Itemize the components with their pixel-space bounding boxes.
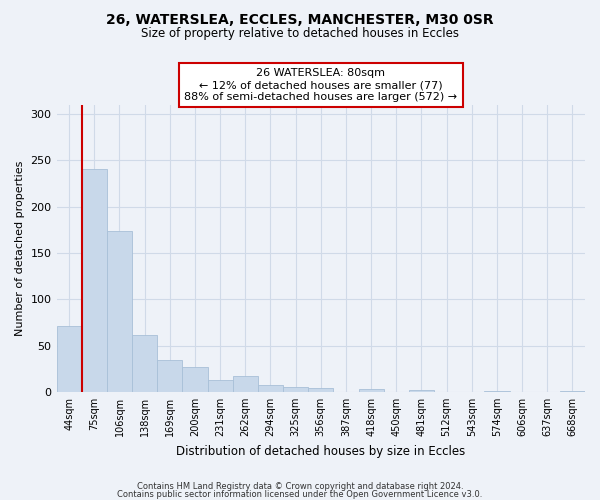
X-axis label: Distribution of detached houses by size in Eccles: Distribution of detached houses by size … (176, 444, 466, 458)
Bar (359, 389, 383, 392)
Bar (107, 230, 132, 392)
Bar (560, 391, 585, 392)
Bar (484, 391, 509, 392)
Bar (409, 390, 434, 392)
Bar (308, 388, 334, 392)
Bar (283, 388, 308, 392)
Bar (208, 380, 233, 392)
Bar (132, 336, 157, 392)
Bar (182, 367, 208, 392)
Text: 26 WATERSLEA: 80sqm
← 12% of detached houses are smaller (77)
88% of semi-detach: 26 WATERSLEA: 80sqm ← 12% of detached ho… (184, 68, 457, 102)
Text: 26, WATERSLEA, ECCLES, MANCHESTER, M30 0SR: 26, WATERSLEA, ECCLES, MANCHESTER, M30 0… (106, 12, 494, 26)
Bar (258, 386, 283, 392)
Bar (82, 168, 107, 392)
Y-axis label: Number of detached properties: Number of detached properties (15, 160, 25, 336)
Bar (233, 376, 258, 392)
Text: Contains HM Land Registry data © Crown copyright and database right 2024.: Contains HM Land Registry data © Crown c… (137, 482, 463, 491)
Bar (56, 326, 82, 392)
Bar (157, 360, 182, 392)
Text: Size of property relative to detached houses in Eccles: Size of property relative to detached ho… (141, 28, 459, 40)
Text: Contains public sector information licensed under the Open Government Licence v3: Contains public sector information licen… (118, 490, 482, 499)
